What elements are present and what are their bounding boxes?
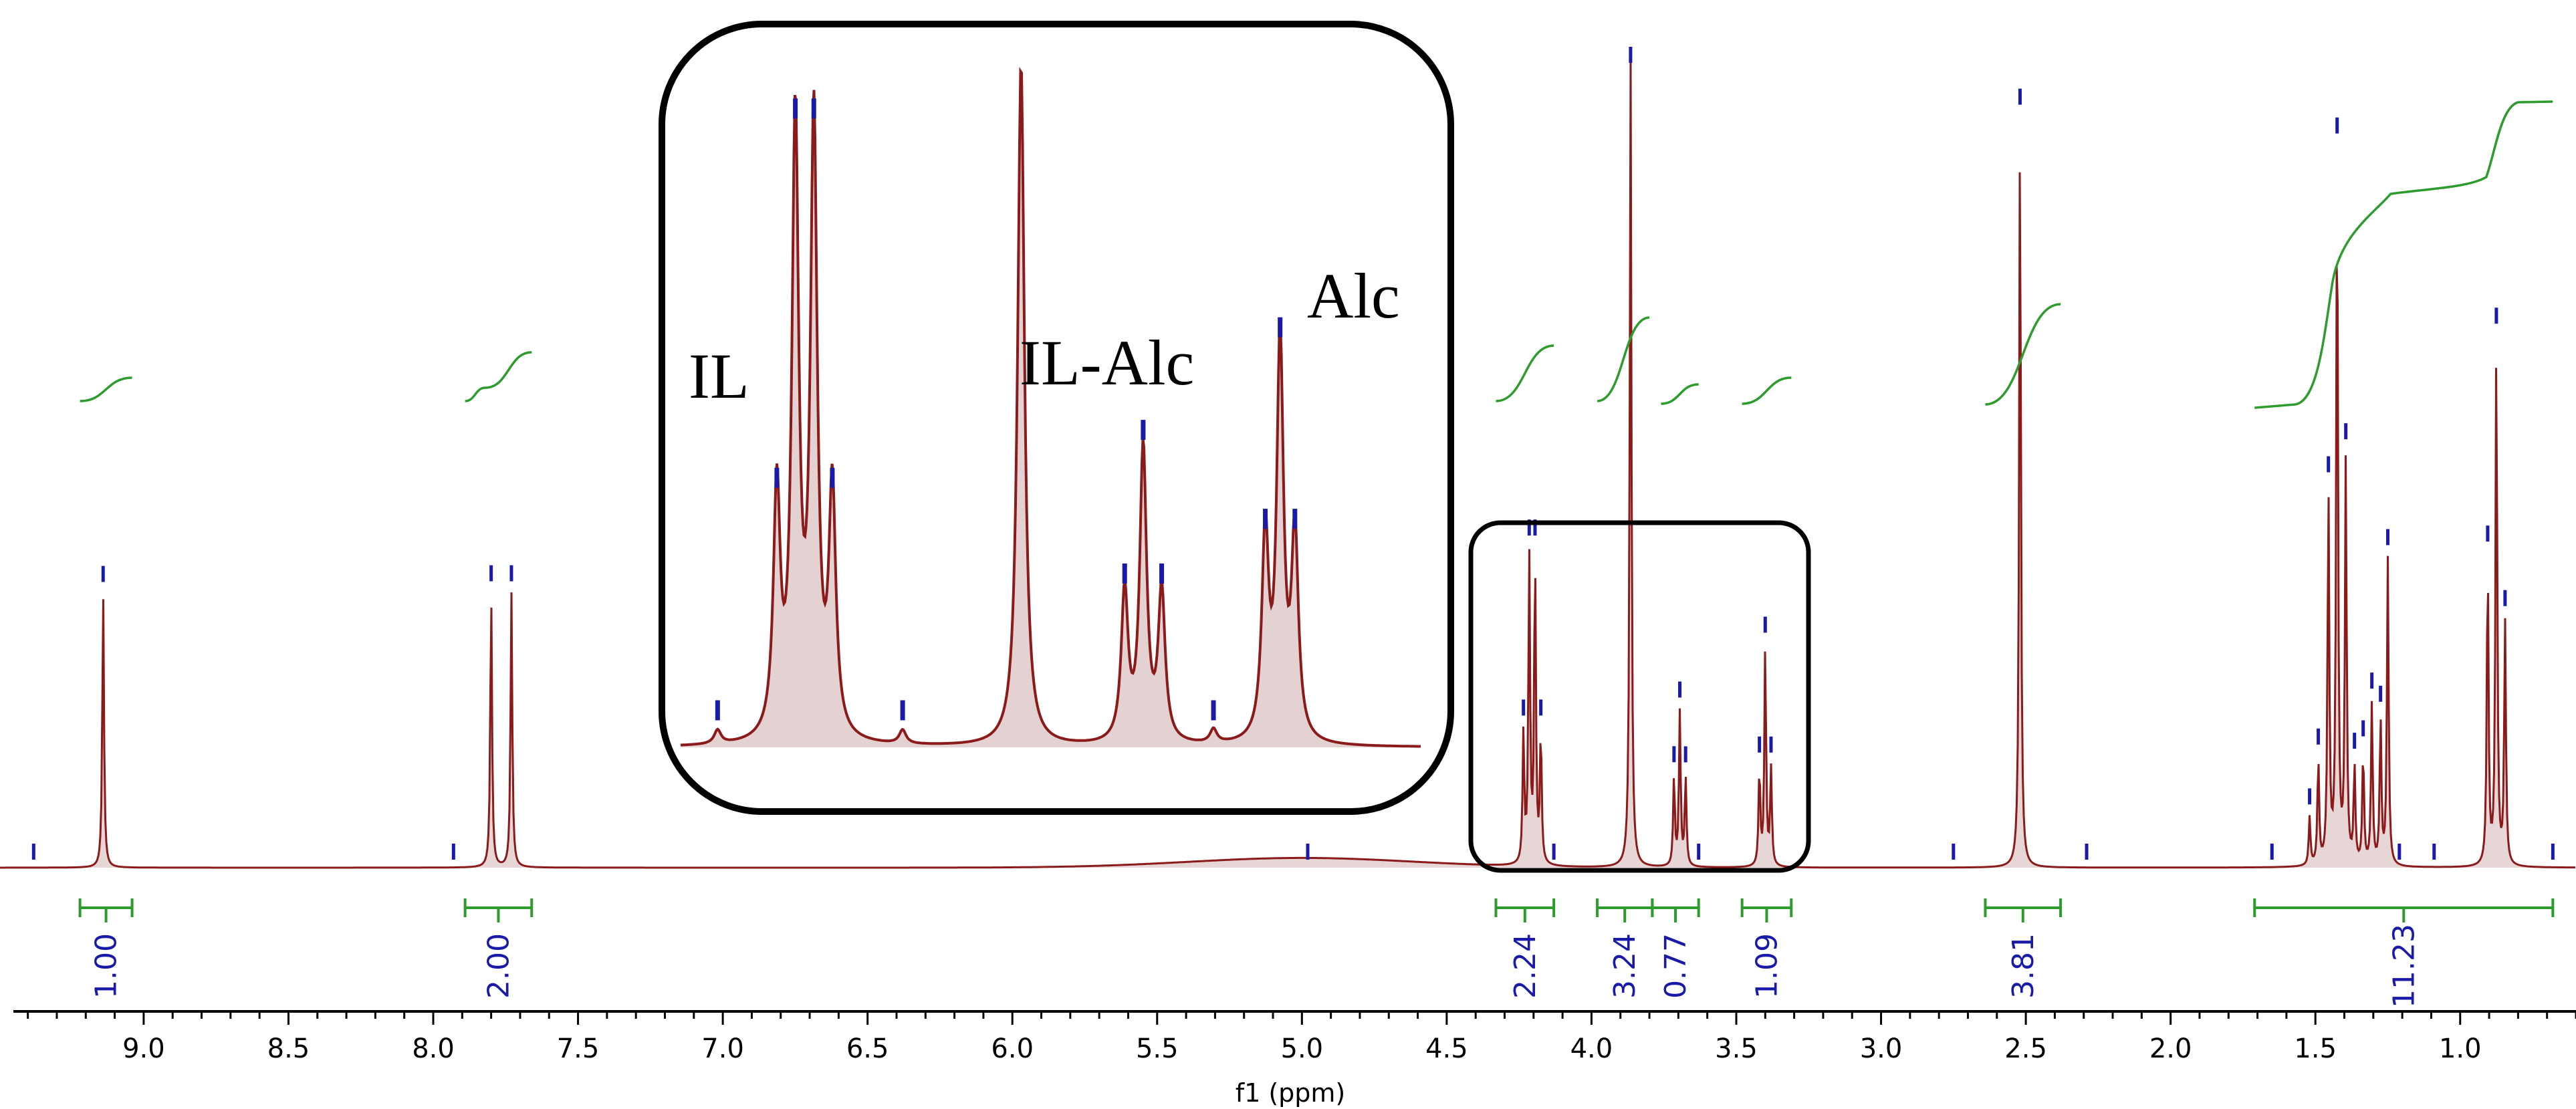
integral-curve bbox=[1597, 316, 1650, 402]
integral-values: 1.00 2.00 2.24 3.24 0.77 1.09 3.81 11.23 bbox=[90, 924, 2422, 1008]
integral-curve bbox=[485, 351, 532, 389]
x-axis-ticks: 9.0 8.5 8.0 7.5 7.0 6.5 6.0 5.5 5.0 4.5 4.0 3.5 3.0 2… bbox=[27, 1011, 2576, 1064]
x-tick-label: 7.5 bbox=[557, 1033, 600, 1064]
x-tick-label: 2.0 bbox=[2149, 1033, 2192, 1064]
x-tick-label: 5.5 bbox=[1136, 1033, 1179, 1064]
integral-curve bbox=[1496, 344, 1554, 402]
peak-markers bbox=[31, 47, 2555, 860]
x-tick-label: 2.5 bbox=[2004, 1033, 2047, 1064]
spectrum-line bbox=[0, 61, 2575, 869]
inset-spectrum bbox=[681, 66, 1421, 748]
integral-value: 2.00 bbox=[481, 933, 515, 999]
x-tick-label: 6.0 bbox=[991, 1033, 1034, 1064]
integral-value: 1.09 bbox=[1750, 933, 1784, 999]
x-tick-label: 6.5 bbox=[846, 1033, 889, 1064]
inset-label-il-alc: IL-Alc bbox=[1020, 327, 1194, 398]
integral-value: 0.77 bbox=[1659, 933, 1693, 999]
highlight-box bbox=[1468, 520, 1811, 873]
x-axis-title: f1 (ppm) bbox=[1236, 1078, 1346, 1108]
integral-value: 11.23 bbox=[2387, 924, 2421, 1008]
integral-value: 3.81 bbox=[2006, 933, 2040, 999]
zoom-inset: IL IL-Alc Alc bbox=[659, 21, 1454, 815]
integral-curve bbox=[2254, 100, 2553, 409]
x-tick-label: 4.0 bbox=[1570, 1033, 1613, 1064]
integral-curve bbox=[1661, 383, 1699, 405]
x-tick-label: 9.0 bbox=[122, 1033, 165, 1064]
inset-label-alc: Alc bbox=[1307, 260, 1400, 332]
x-tick-label: 5.0 bbox=[1281, 1033, 1324, 1064]
main-spectrum bbox=[0, 61, 2576, 869]
integral-curves bbox=[80, 100, 2553, 409]
x-tick-label: 8.5 bbox=[267, 1033, 310, 1064]
x-tick-label: 3.0 bbox=[1860, 1033, 1903, 1064]
integral-curve bbox=[80, 376, 132, 402]
inset-label-il: IL bbox=[689, 340, 749, 412]
x-tick-label: 1.0 bbox=[2439, 1033, 2482, 1064]
integral-bars bbox=[78, 898, 2555, 922]
integral-value: 1.00 bbox=[90, 933, 124, 999]
inset-box bbox=[659, 21, 1454, 815]
inset-spectrum-line bbox=[681, 66, 1421, 748]
x-tick-label: 3.5 bbox=[1715, 1033, 1758, 1064]
integral-value: 2.24 bbox=[1508, 933, 1542, 999]
x-tick-label: 8.0 bbox=[412, 1033, 455, 1064]
x-tick-label: 7.0 bbox=[701, 1033, 744, 1064]
integral-curve bbox=[1985, 303, 2061, 406]
integral-curve bbox=[465, 386, 486, 402]
integral-curve bbox=[1742, 376, 1792, 405]
x-tick-label: 4.5 bbox=[1425, 1033, 1468, 1064]
integral-value: 3.24 bbox=[1608, 933, 1642, 999]
x-tick-label: 1.5 bbox=[2294, 1033, 2337, 1064]
